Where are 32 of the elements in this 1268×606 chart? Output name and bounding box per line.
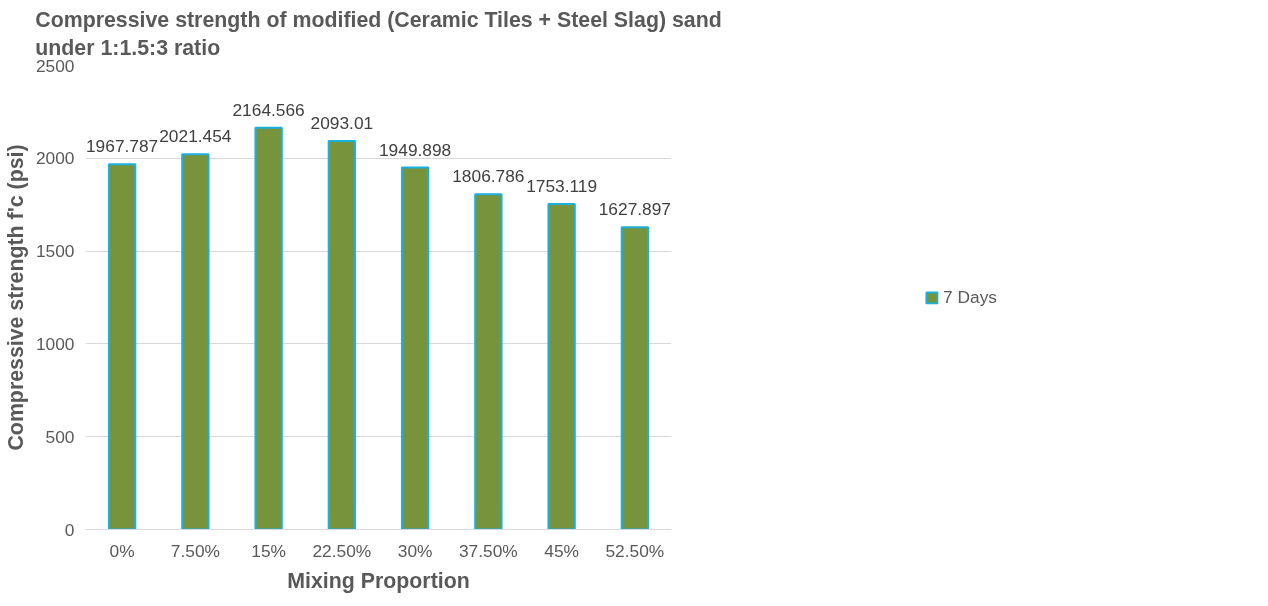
x-tick-label: 0% — [109, 540, 135, 561]
bar — [254, 126, 283, 530]
data-label: 1967.787 — [85, 136, 159, 157]
x-tick-label: 15% — [251, 540, 286, 561]
bar — [620, 226, 650, 530]
data-label: 1627.897 — [598, 199, 672, 220]
data-label: 1806.786 — [452, 166, 525, 187]
x-axis-title: Mixing Proportion — [287, 568, 470, 593]
legend-label: 7 Days — [943, 286, 997, 308]
data-label: 2093.01 — [310, 113, 374, 134]
y-tick-label: 1500 — [35, 241, 75, 262]
x-tick-label: 37.50% — [458, 540, 518, 561]
x-tick-label: 30% — [397, 540, 433, 561]
data-label: 2021.454 — [159, 126, 232, 147]
x-tick-label: 7.50% — [170, 540, 220, 561]
data-label: 1949.898 — [378, 139, 452, 160]
data-label: 2164.566 — [232, 99, 305, 120]
x-tick-label: 22.50% — [312, 540, 372, 561]
bar — [181, 153, 210, 530]
x-tick-label: 52.50% — [605, 540, 665, 561]
bar — [474, 193, 503, 530]
bar — [327, 140, 357, 530]
y-tick-label: 2000 — [35, 148, 75, 169]
x-tick-label: 45% — [544, 540, 579, 561]
bar — [547, 203, 576, 530]
bar — [107, 163, 137, 530]
data-label: 1753.119 — [526, 176, 598, 197]
y-tick-label: 0 — [64, 519, 75, 540]
bar — [400, 166, 430, 530]
y-tick-label: 500 — [45, 426, 75, 447]
y-axis-title: Compressive strength f'c (psi) — [3, 144, 28, 451]
y-tick-label: 1000 — [35, 333, 75, 354]
